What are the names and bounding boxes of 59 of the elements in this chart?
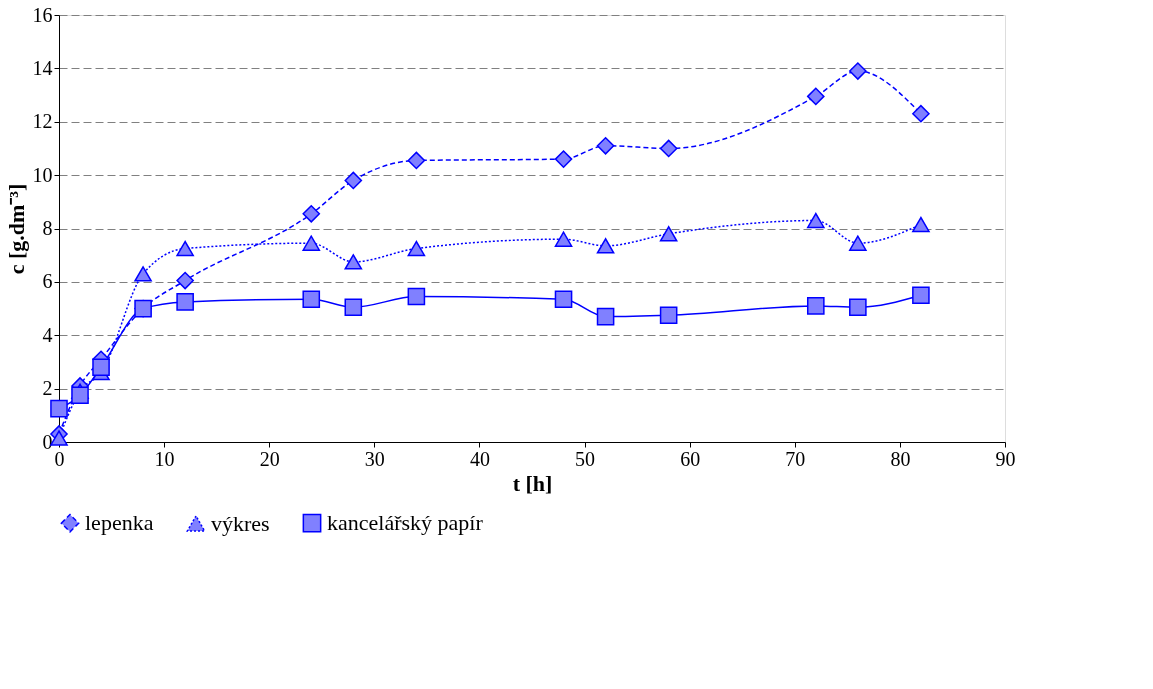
point: [71, 386, 89, 405]
legend-label: lepenka: [85, 510, 154, 536]
point: [554, 231, 573, 247]
point: [596, 136, 615, 155]
legend-label: výkres: [211, 510, 270, 536]
point: [596, 238, 615, 254]
point: [596, 307, 615, 326]
point: [176, 293, 194, 311]
point: [134, 299, 152, 318]
point: [659, 306, 678, 325]
x-tick-label: 20: [259, 447, 280, 470]
y-tick-label: 2: [42, 377, 53, 400]
y-tick-label: 4: [42, 323, 53, 346]
point: [407, 151, 426, 170]
point: [806, 297, 825, 315]
y-tick-label: 16: [32, 3, 53, 26]
point: [407, 287, 426, 306]
point: [806, 87, 825, 106]
point: [176, 240, 194, 257]
point: [659, 139, 678, 158]
point: [806, 212, 825, 229]
point: [849, 298, 867, 317]
point: [302, 205, 321, 223]
point: [849, 62, 867, 80]
point: [912, 104, 930, 123]
point: [50, 399, 68, 418]
x-tick-label: 80: [890, 447, 911, 470]
point: [302, 290, 321, 309]
point: [912, 216, 930, 233]
y-tick-label: 10: [32, 163, 53, 186]
y-tick-label: 12: [32, 110, 53, 133]
x-tick-label: 60: [680, 447, 701, 470]
point: [407, 240, 426, 257]
y-axis-title: c [g.dm⁻³]: [3, 183, 29, 275]
point: [849, 235, 867, 251]
x-tick-label: 70: [785, 447, 806, 470]
y-tick-label: 14: [32, 56, 53, 79]
point: [659, 226, 678, 242]
point: [344, 254, 363, 270]
y-tick-label: 6: [42, 270, 53, 293]
point: [344, 171, 363, 190]
x-tick-label: 90: [995, 447, 1016, 470]
point: [344, 298, 363, 317]
point: [176, 271, 194, 290]
x-tick-label: 50: [575, 447, 596, 470]
point: [912, 286, 930, 305]
legend-label: kancelářský papír: [327, 510, 484, 536]
x-axis-title: t [h]: [512, 470, 553, 496]
point: [50, 430, 68, 446]
x-tick-label: 30: [364, 447, 385, 470]
point: [554, 150, 573, 168]
x-tick-label: 40: [469, 447, 490, 470]
y-tick-label: 8: [42, 217, 53, 239]
point: [554, 290, 573, 309]
point: [92, 358, 110, 377]
x-tick-label: 10: [154, 447, 175, 470]
point: [134, 266, 152, 282]
point: [302, 235, 321, 251]
y-tick-label: 0: [42, 430, 53, 453]
